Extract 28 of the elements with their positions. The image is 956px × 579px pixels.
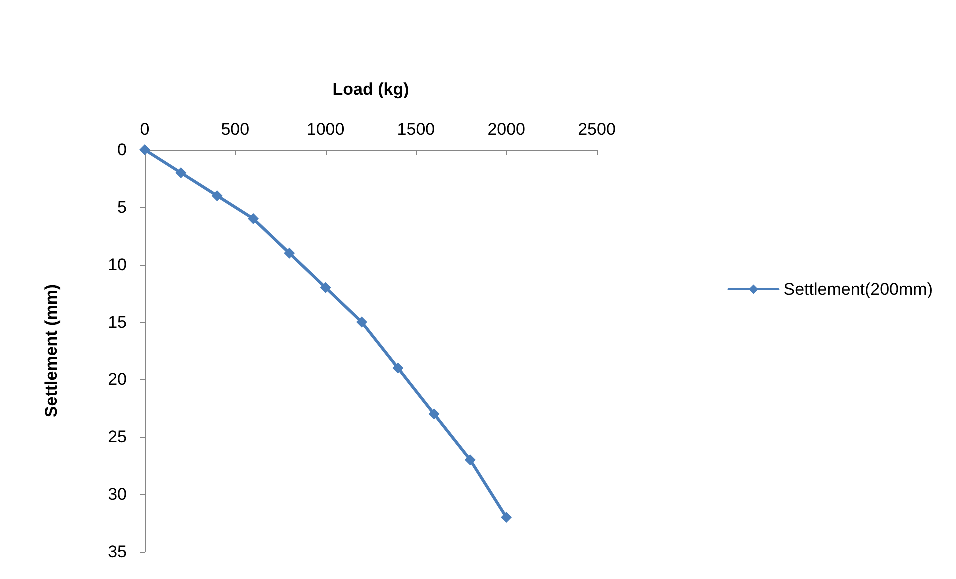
point xyxy=(176,167,187,178)
point xyxy=(284,248,296,259)
y-axis-title: Settlement (mm) xyxy=(42,284,61,418)
point xyxy=(140,144,150,156)
y-tick-label: 35 xyxy=(108,542,127,562)
x-axis-title: Load (kg) xyxy=(332,80,410,99)
point xyxy=(212,190,223,202)
x-tick-label: 2000 xyxy=(488,120,526,139)
y-tick-label: 0 xyxy=(118,140,127,160)
y-tick-label: 30 xyxy=(108,485,127,504)
point xyxy=(428,408,440,420)
y-tick-label: 10 xyxy=(108,255,127,274)
y-tick-label: 25 xyxy=(108,428,127,447)
x-tick-label: 0 xyxy=(140,120,150,139)
point xyxy=(464,454,476,466)
x-tick-label: 1000 xyxy=(306,120,345,139)
legend-label: Settlement(200mm) xyxy=(784,280,934,299)
point xyxy=(248,213,259,224)
point xyxy=(320,282,332,294)
point xyxy=(392,362,404,374)
y-tick-label: 5 xyxy=(118,198,127,217)
y-tick-label: 20 xyxy=(108,370,127,390)
x-tick-label: 1500 xyxy=(397,120,436,139)
y-tick-label: 15 xyxy=(108,312,127,332)
x-tick-label: 500 xyxy=(221,120,250,139)
point xyxy=(356,316,368,328)
point xyxy=(501,512,512,524)
x-tick-label: 2500 xyxy=(578,120,616,139)
